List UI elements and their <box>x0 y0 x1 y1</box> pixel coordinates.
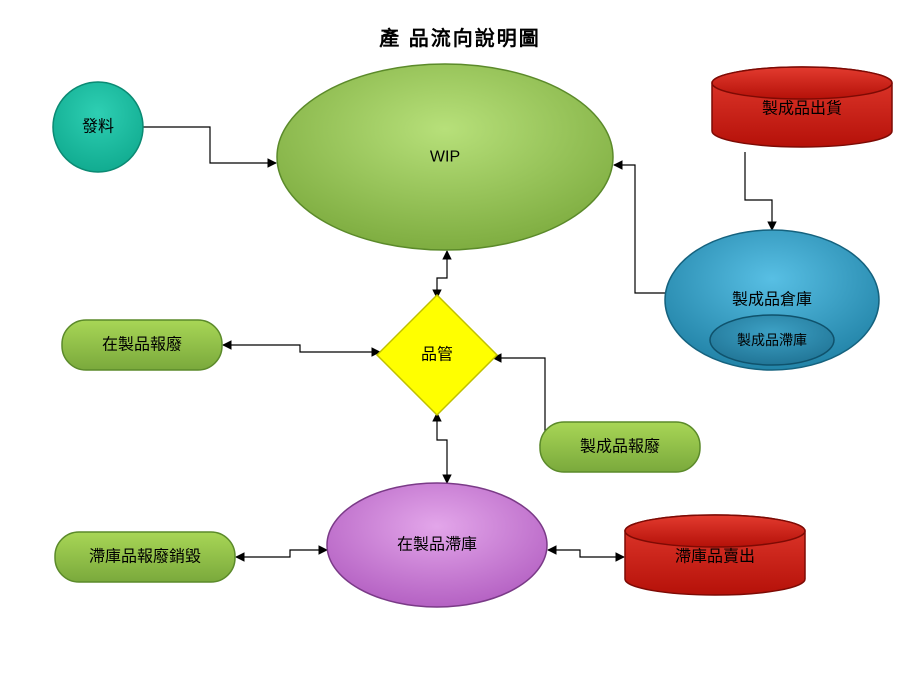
node-wip: WIP <box>277 64 613 250</box>
edge-issue-wip <box>143 127 276 163</box>
edge-qc-wip <box>437 251 447 298</box>
edge-qc-wipStag <box>437 413 447 483</box>
node-label: 在製品報廢 <box>102 335 182 354</box>
node-label: 滯庫品報廢銷毀 <box>89 547 201 566</box>
node-label: 品管 <box>421 346 453 364</box>
node-wipScrap: 在製品報廢 <box>62 320 222 370</box>
node-label: 製成品出貨 <box>762 100 842 118</box>
edge-wipStag-stagSell <box>548 550 624 557</box>
node-label: 製成品報廢 <box>580 437 660 456</box>
node-wipStag: 在製品滯庫 <box>327 483 547 607</box>
node-label: 製成品滯庫 <box>737 332 807 348</box>
edge-finishedWh-wip <box>614 165 665 293</box>
node-label: 製成品倉庫 <box>732 291 812 309</box>
node-label: 滯庫品賣出 <box>675 548 755 566</box>
node-stagScrapDestroy: 滯庫品報廢銷毀 <box>55 532 235 582</box>
edge-wipStag-scrapDestroy <box>236 550 327 557</box>
node-issue: 發料 <box>53 82 143 172</box>
node-finishedStag: 製成品滯庫 <box>710 315 834 365</box>
flow-diagram: 發料 WIP 製成品出貨製成品倉庫製成品滯庫品管 在製品報廢製成品報廢在製品滯庫滯庫品… <box>0 0 920 690</box>
node-label: 在製品滯庫 <box>397 536 477 554</box>
node-finishedScrap: 製成品報廢 <box>540 422 700 472</box>
edge-qc-wipScrap <box>223 345 380 352</box>
edge-qc-finishedScrap <box>493 358 545 445</box>
edge-ship-finishedWh <box>745 152 772 230</box>
nodes-layer: 發料 WIP 製成品出貨製成品倉庫製成品滯庫品管 在製品報廢製成品報廢在製品滯庫滯庫品… <box>53 64 892 607</box>
node-qc: 品管 <box>377 295 497 415</box>
node-stagSell: 滯庫品賣出 <box>625 515 805 595</box>
node-label: 發料 <box>82 118 114 136</box>
node-shipFinished: 製成品出貨 <box>712 67 892 147</box>
node-label: WIP <box>430 149 460 166</box>
